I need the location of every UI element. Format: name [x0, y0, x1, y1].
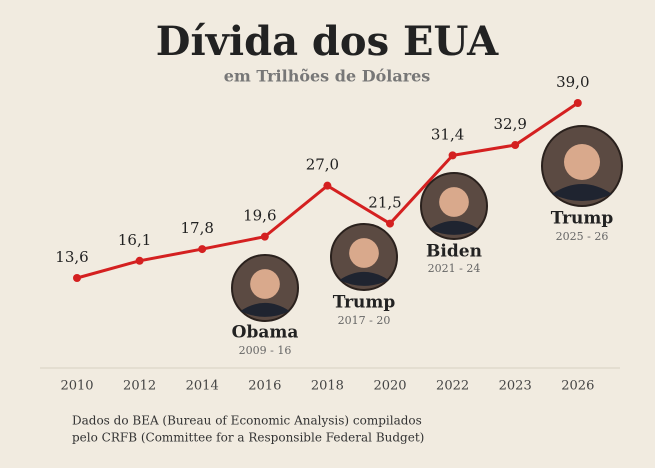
data-point [73, 274, 81, 282]
source-note: pelo CRFB (Committee for a Responsible F… [72, 431, 424, 445]
chart-subtitle: em Trilhões de Dólares [224, 67, 431, 86]
source-note: Dados do BEA (Bureau of Economic Analysi… [72, 414, 422, 428]
portrait-suit [429, 220, 479, 235]
data-label: 21,5 [368, 194, 401, 212]
data-label: 16,1 [118, 231, 151, 249]
annotation-name: Trump [551, 209, 614, 229]
data-label: 31,4 [431, 125, 464, 143]
x-tick-label: 2023 [499, 379, 532, 394]
data-point [386, 219, 394, 228]
data-point [260, 232, 269, 241]
x-tick-label: 2016 [248, 379, 281, 394]
data-label: 32,9 [493, 115, 526, 133]
data-point [511, 141, 520, 150]
annotation-name: Obama [232, 323, 299, 343]
portrait-face [349, 238, 379, 268]
annotation-term: 2025 - 26 [556, 230, 609, 243]
x-tick-label: 2026 [561, 379, 594, 394]
annotation-term: 2021 - 24 [428, 262, 481, 275]
portrait-face [439, 187, 469, 217]
data-point [135, 256, 144, 265]
portrait-suit [240, 302, 290, 317]
x-tick-label: 2010 [60, 379, 93, 394]
x-tick-label: 2018 [311, 379, 344, 394]
x-tick-label: 2012 [123, 379, 156, 394]
x-tick-label: 2020 [373, 379, 406, 394]
annotation-name: Trump [333, 293, 396, 313]
annotation-name: Biden [426, 242, 482, 262]
portrait-suit [339, 271, 389, 286]
portrait-face [250, 269, 280, 299]
data-label: 17,8 [180, 219, 213, 237]
portrait-face [564, 144, 600, 180]
x-tick-label: 2014 [186, 379, 219, 394]
data-label: 19,6 [243, 207, 276, 225]
data-point [573, 99, 582, 107]
data-point [448, 151, 457, 160]
chart-title: Dívida dos EUA [156, 18, 499, 65]
portrait-suit [552, 184, 612, 201]
data-point [323, 181, 332, 190]
data-label: 39,0 [556, 73, 589, 91]
annotation-term: 2009 - 16 [239, 344, 292, 357]
data-label: 27,0 [306, 156, 339, 174]
x-tick-label: 2022 [436, 379, 469, 394]
data-label: 13,6 [55, 248, 88, 266]
annotation-term: 2017 - 20 [338, 314, 391, 327]
data-point [198, 245, 207, 254]
